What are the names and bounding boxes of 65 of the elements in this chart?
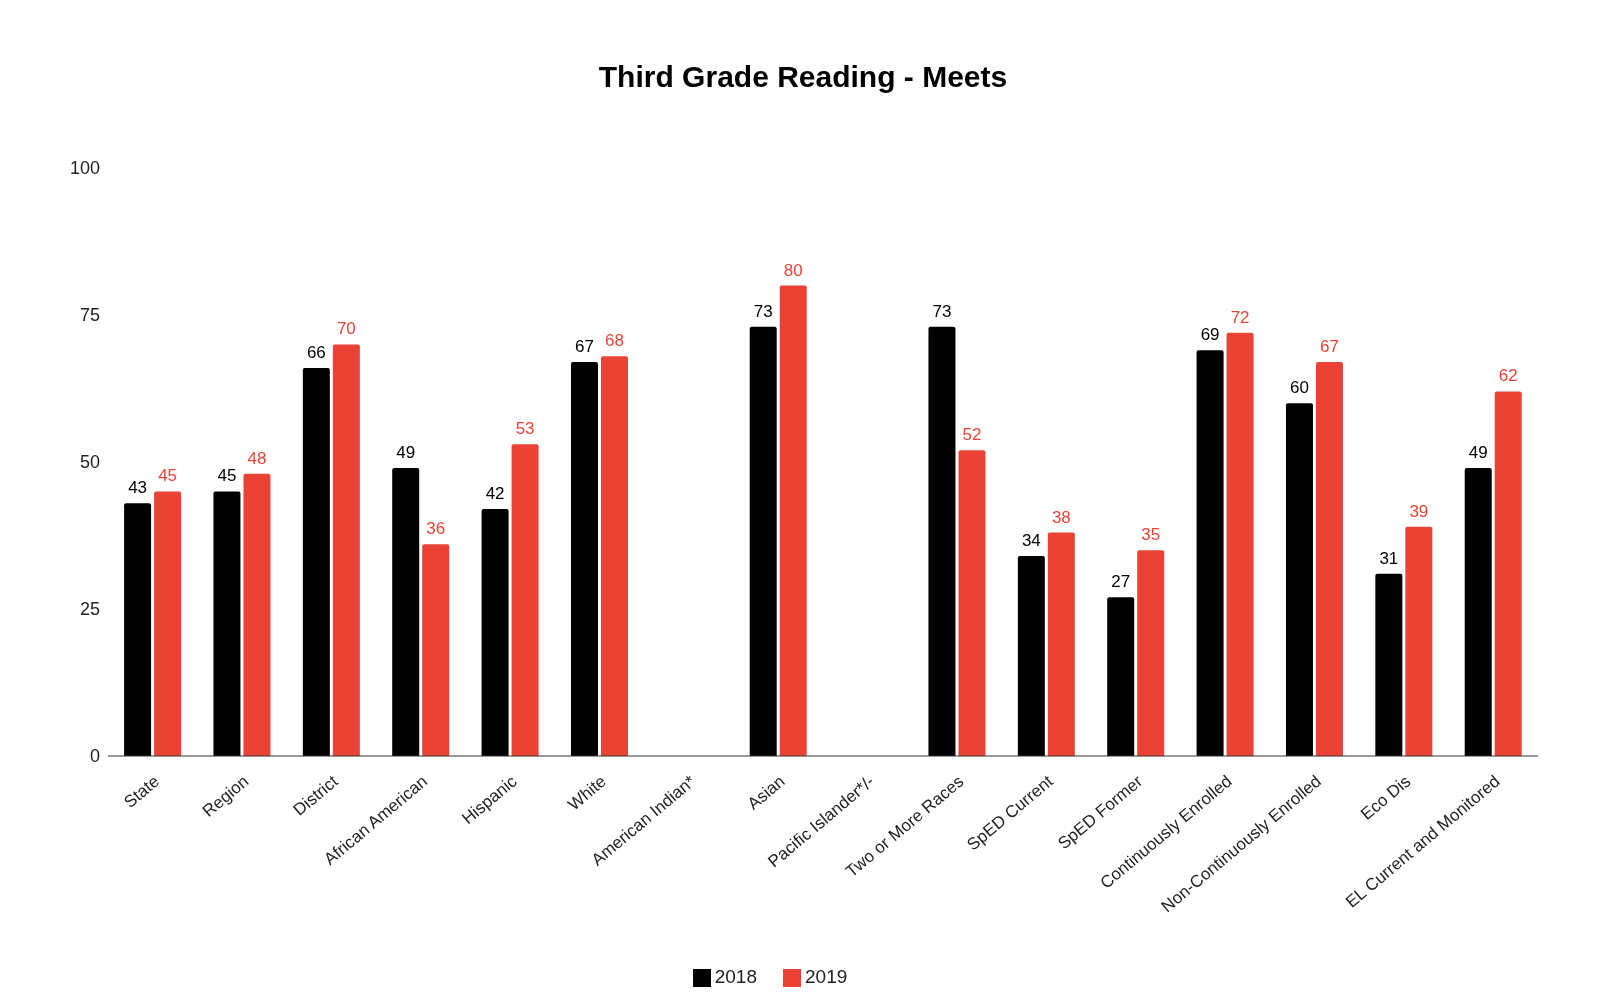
bar (422, 544, 450, 756)
bar (481, 509, 509, 756)
data-label: 67 (575, 337, 594, 357)
bar (1017, 556, 1045, 756)
bar (213, 491, 241, 756)
data-label: 62 (1498, 366, 1518, 386)
data-label: 39 (1409, 501, 1429, 521)
data-label: 60 (1290, 378, 1309, 398)
bar (124, 503, 152, 756)
data-label: 52 (962, 425, 982, 445)
bar (1226, 332, 1254, 756)
bar (570, 362, 598, 756)
y-tick-label: 75 (79, 305, 100, 326)
data-label: 36 (426, 519, 446, 539)
bar (302, 367, 330, 756)
data-label: 73 (753, 301, 773, 321)
data-label: 49 (396, 442, 416, 462)
legend-label: 2019 (805, 966, 848, 987)
bar (600, 356, 628, 756)
bar (779, 285, 807, 756)
bar (392, 467, 420, 756)
bar (1315, 362, 1343, 756)
bar (749, 326, 777, 756)
data-label: 49 (1468, 442, 1488, 462)
data-label: 53 (515, 419, 535, 439)
bar (1285, 403, 1313, 756)
data-label: 66 (306, 342, 326, 362)
bar (1137, 550, 1165, 756)
legend-label: 2018 (714, 966, 757, 987)
bar (1464, 467, 1492, 756)
bar (1196, 350, 1224, 756)
data-label: 27 (1111, 572, 1131, 592)
data-label: 70 (336, 319, 356, 339)
y-tick-label: 100 (69, 158, 100, 179)
y-tick-label: 0 (89, 746, 100, 767)
data-label: 68 (605, 331, 624, 351)
bar (1375, 573, 1403, 756)
chart-title: Third Grade Reading - Meets (597, 59, 1009, 95)
data-label: 69 (1200, 325, 1220, 345)
data-label: 45 (158, 466, 178, 486)
bar (243, 473, 271, 756)
bar (332, 344, 360, 756)
x-tick-label: Eco Dis (1357, 771, 1415, 824)
bar (1494, 391, 1522, 756)
bar (928, 326, 956, 756)
bar (511, 444, 539, 756)
data-label: 45 (217, 466, 237, 486)
y-tick-label: 25 (79, 599, 100, 620)
data-label: 48 (247, 448, 267, 468)
data-label: 43 (128, 478, 148, 498)
data-label: 34 (1021, 531, 1041, 551)
data-label: 38 (1051, 507, 1071, 527)
data-label: 73 (932, 301, 952, 321)
data-label: 72 (1230, 307, 1250, 327)
data-label: 42 (485, 484, 505, 504)
data-label: 31 (1379, 548, 1399, 568)
bar (154, 491, 182, 756)
y-tick-label: 50 (79, 452, 100, 473)
bar (1107, 597, 1135, 756)
data-label: 67 (1320, 337, 1339, 357)
bar (958, 450, 986, 756)
bar (1405, 526, 1433, 756)
data-label: 35 (1141, 525, 1161, 545)
data-label: 80 (783, 260, 803, 280)
bar (1047, 532, 1075, 756)
